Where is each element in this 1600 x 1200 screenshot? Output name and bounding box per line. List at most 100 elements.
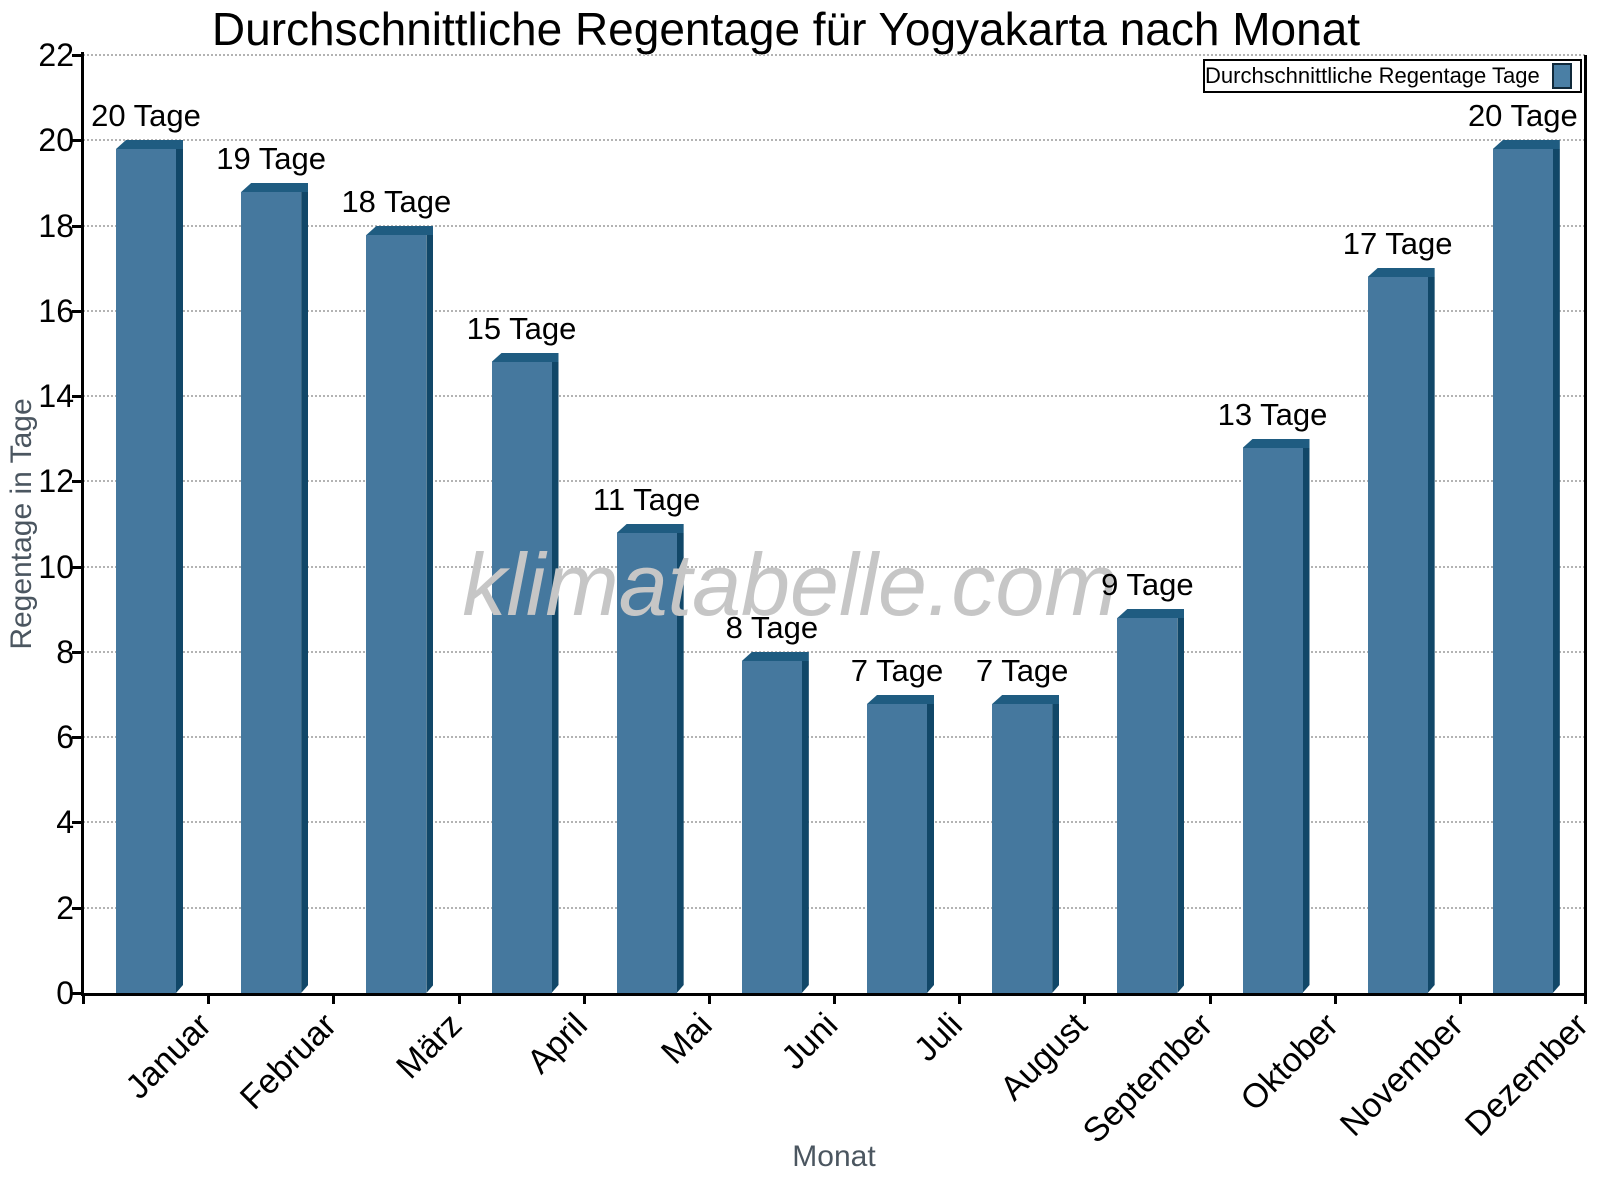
legend[interactable]: Durchschnittliche Regentage Tage xyxy=(1203,59,1582,93)
x-tick-label-marz: März xyxy=(389,1006,470,1087)
bar-value-label-januar: 20 Tage xyxy=(91,98,201,133)
bar-top-face xyxy=(1367,268,1435,277)
y-tick-label: 16 xyxy=(38,292,74,329)
y-tick-label: 4 xyxy=(56,804,74,841)
bar-side-face xyxy=(1052,704,1059,993)
watermark: klimatabelle.com xyxy=(462,535,1118,634)
bar-front-face xyxy=(1117,618,1178,993)
bar-top-face xyxy=(741,652,809,661)
gridline-y20 xyxy=(83,139,1585,142)
x-tick-mark xyxy=(207,993,211,1004)
y-tick-label: 10 xyxy=(38,548,74,585)
y-tick-mark xyxy=(72,54,83,57)
bar-top-face xyxy=(867,695,934,704)
bar-value-label-august: 7 Tage xyxy=(975,653,1069,688)
x-tick-mark xyxy=(1458,993,1462,1004)
bar-side-face xyxy=(176,149,183,993)
y-tick-mark xyxy=(72,224,83,228)
bar-side-face xyxy=(927,704,934,993)
bar-value-label-februar: 19 Tage xyxy=(216,141,327,176)
bar-juli[interactable] xyxy=(867,695,934,993)
bar-marz[interactable] xyxy=(366,226,434,993)
bar-august[interactable] xyxy=(992,695,1060,993)
y-axis-title: Regentage in Tage xyxy=(5,398,38,650)
bar-juni[interactable] xyxy=(741,652,809,993)
bar-mai[interactable] xyxy=(616,524,684,993)
bar-top-face xyxy=(992,695,1060,704)
bar-value-label-april: 15 Tage xyxy=(466,311,577,346)
plot-right-border xyxy=(1584,55,1587,993)
x-tick-mark xyxy=(582,993,586,1004)
bar-september[interactable] xyxy=(1117,609,1185,993)
bar-value-label-dezember: 20 Tage xyxy=(1467,98,1578,133)
bar-side-face xyxy=(802,661,809,993)
gridline-y8 xyxy=(83,650,1585,653)
y-tick-label: 20 xyxy=(38,122,74,159)
bar-value-label-september: 9 Tage xyxy=(1101,567,1194,602)
y-tick-mark xyxy=(72,395,83,399)
x-tick-mark xyxy=(1083,993,1087,1004)
gridline-y22 xyxy=(83,54,1585,56)
gridline-y6 xyxy=(83,736,1585,739)
x-tick-mark xyxy=(1584,993,1587,1004)
x-tick-label-februar: Februar xyxy=(233,1006,345,1118)
x-tick-mark xyxy=(1333,993,1337,1004)
y-tick-label: 2 xyxy=(56,889,74,926)
gridline-y4 xyxy=(83,821,1585,824)
bar-value-label-juni: 8 Tage xyxy=(725,610,819,645)
y-tick-mark xyxy=(72,565,83,569)
bar-side-face xyxy=(1303,448,1310,993)
y-tick-mark xyxy=(72,139,83,143)
bar-front-face xyxy=(1367,277,1428,993)
y-tick-mark xyxy=(72,480,83,484)
x-tick-label-september: September xyxy=(1075,1006,1221,1151)
x-tick-label-april: April xyxy=(519,1006,595,1081)
x-tick-mark xyxy=(332,993,336,1004)
bar-side-face xyxy=(426,235,433,993)
bar-dezember[interactable] xyxy=(1492,140,1560,993)
bar-side-face xyxy=(677,533,684,993)
bar-front-face xyxy=(741,661,802,993)
x-tick-label-november: November xyxy=(1332,1006,1471,1144)
x-tick-label-oktober: Oktober xyxy=(1233,1006,1346,1119)
y-tick-mark xyxy=(72,821,83,825)
bar-value-label-mai: 11 Tage xyxy=(592,482,701,517)
bar-januar[interactable] xyxy=(116,140,183,993)
gridline-y10 xyxy=(83,565,1585,568)
y-axis-line xyxy=(81,52,84,996)
y-tick-label: 0 xyxy=(56,975,74,1011)
x-tick-mark xyxy=(82,993,85,1004)
x-tick-mark xyxy=(1208,993,1212,1004)
legend-swatch-icon xyxy=(1551,63,1572,89)
bar-front-face xyxy=(366,235,427,993)
x-tick-mark xyxy=(958,993,962,1004)
bar-value-label-juli: 7 Tage xyxy=(850,653,944,688)
bar-top-face xyxy=(491,353,559,362)
y-tick-mark xyxy=(72,992,83,995)
x-tick-label-juni: Juni xyxy=(773,1006,845,1077)
bar-side-face xyxy=(1553,149,1560,993)
x-tick-label-januar: Januar xyxy=(118,1006,220,1107)
y-tick-mark xyxy=(72,736,83,740)
bar-oktober[interactable] xyxy=(1242,439,1310,993)
y-tick-label: 8 xyxy=(56,633,74,670)
bar-front-face xyxy=(1242,448,1303,993)
bar-top-face xyxy=(1117,609,1185,618)
x-tick-label-mai: Mai xyxy=(654,1006,720,1072)
bar-front-face xyxy=(616,533,677,993)
bar-value-label-marz: 18 Tage xyxy=(341,184,452,219)
bar-side-face xyxy=(301,192,308,993)
gridline-y14 xyxy=(83,395,1585,398)
bar-februar[interactable] xyxy=(241,183,309,993)
x-tick-mark xyxy=(457,993,461,1004)
bar-front-face xyxy=(1492,149,1553,993)
bar-top-face xyxy=(1492,140,1560,149)
bar-front-face xyxy=(241,192,302,993)
bar-value-label-oktober: 13 Tage xyxy=(1217,397,1328,432)
gridline-y12 xyxy=(83,480,1585,483)
bar-april[interactable] xyxy=(491,353,559,993)
gridline-y16 xyxy=(83,309,1585,312)
bar-november[interactable] xyxy=(1367,268,1435,993)
y-tick-label: 18 xyxy=(38,207,74,244)
